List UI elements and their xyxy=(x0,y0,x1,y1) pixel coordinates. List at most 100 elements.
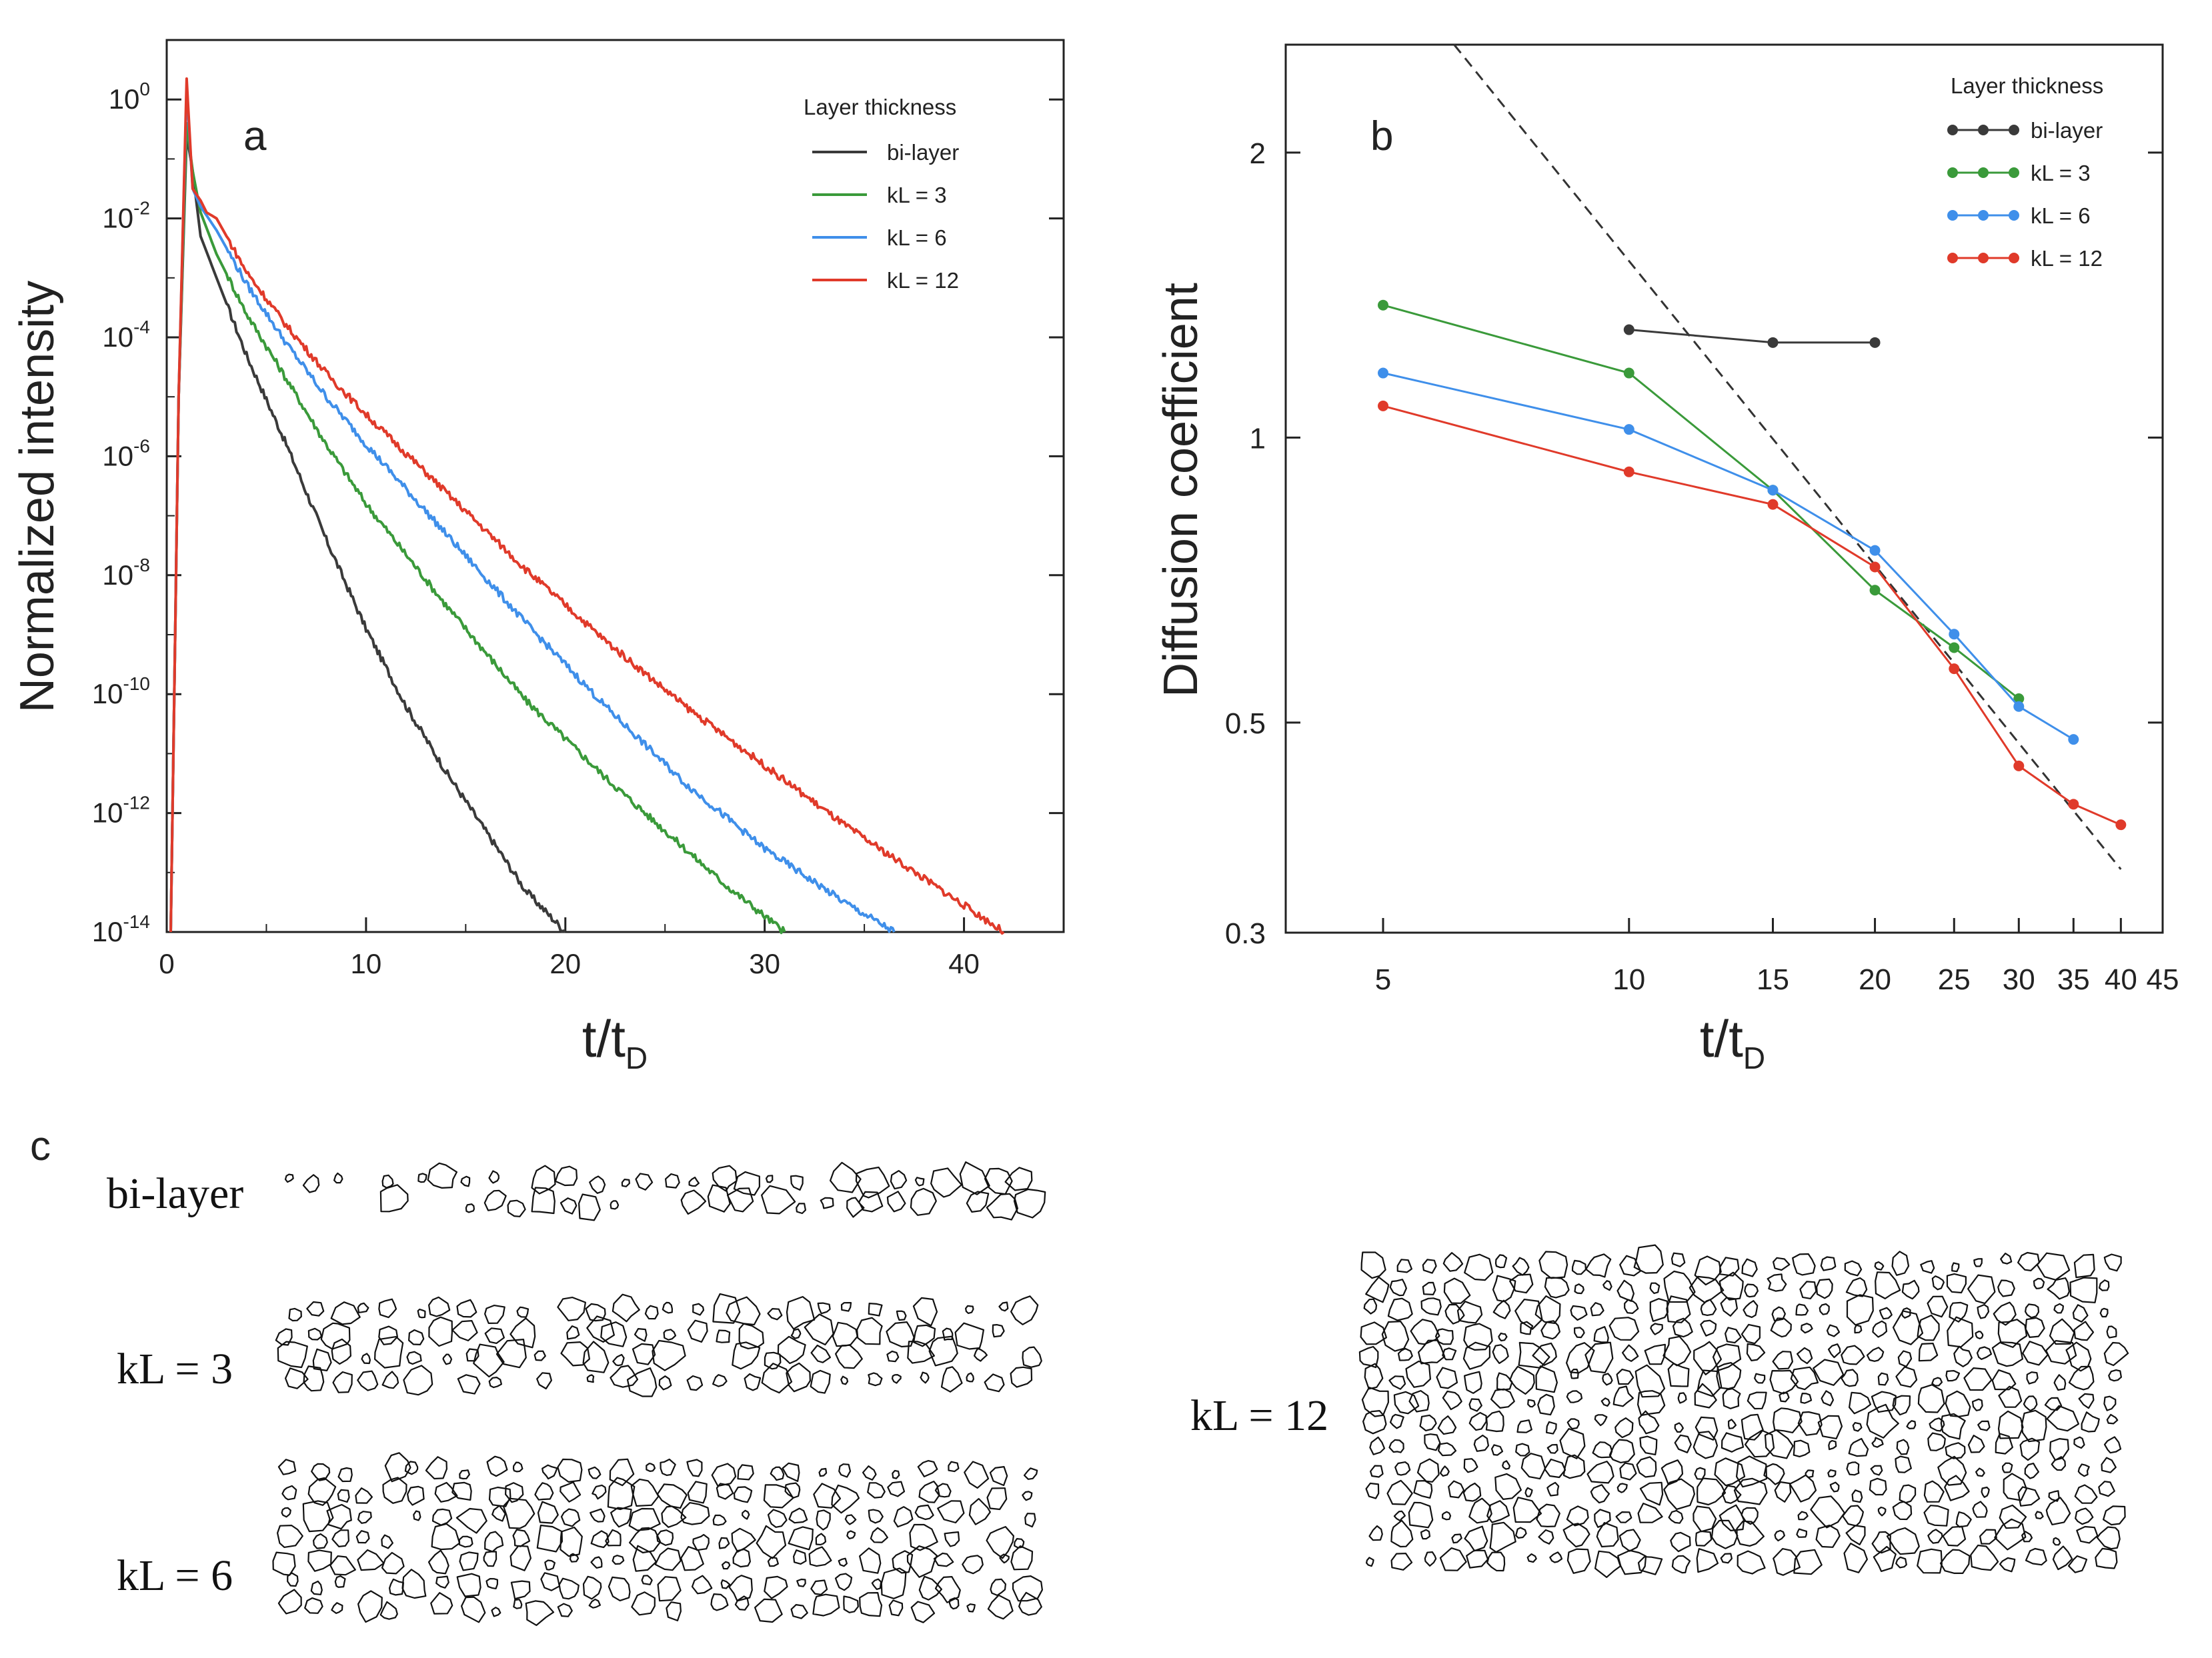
grain-shape xyxy=(1512,1497,1542,1523)
grain-shape xyxy=(1490,1388,1515,1409)
grain-shape xyxy=(1991,1341,2023,1367)
grain-shape xyxy=(1771,1306,1786,1322)
grain-shape xyxy=(786,1362,811,1393)
b-x-tick-label: 35 xyxy=(2057,963,2090,996)
grain-shape xyxy=(790,1604,808,1619)
grain-shape xyxy=(1773,1548,1801,1576)
grain-shape xyxy=(1666,1295,1691,1323)
grain-shape xyxy=(1593,1326,1609,1343)
grain-shape xyxy=(859,1547,882,1574)
grain-shape xyxy=(488,1377,502,1389)
grain-shape xyxy=(920,1371,930,1384)
grain-shape xyxy=(484,1327,505,1344)
grain-shape xyxy=(1975,1467,1985,1477)
grain-shape xyxy=(966,1372,974,1383)
grain-shape xyxy=(754,1598,783,1623)
grain-shape xyxy=(1744,1283,1759,1298)
grain-shape xyxy=(1879,1307,1893,1320)
grain-shape xyxy=(590,1508,606,1523)
grain-shape xyxy=(1436,1367,1458,1389)
grain-shape xyxy=(663,1329,677,1341)
grain-shape xyxy=(285,1367,309,1389)
grain-shape xyxy=(277,1341,308,1369)
grain-shape xyxy=(1381,1321,1410,1352)
grain-shape xyxy=(1892,1501,1913,1521)
grain-shape xyxy=(1942,1525,1967,1547)
grain-shape xyxy=(1644,1343,1666,1365)
grain-shape xyxy=(1387,1297,1413,1321)
b-point-kL12 xyxy=(2013,760,2025,771)
grain-shape xyxy=(1693,1431,1719,1459)
grain-shape xyxy=(1927,1295,1949,1318)
grain-shape xyxy=(934,1483,952,1498)
grain-shape xyxy=(1670,1531,1691,1553)
grain-shape xyxy=(1650,1323,1663,1335)
grain-shape xyxy=(808,1546,832,1567)
grain-shape xyxy=(1596,1522,1619,1548)
grain-shape xyxy=(767,1509,788,1528)
grain-shape xyxy=(431,1523,461,1551)
b-legend-label-kL6: kL = 6 xyxy=(2031,203,2091,228)
grain-shape xyxy=(461,1596,486,1623)
grain-shape xyxy=(588,1598,601,1609)
grain-shape xyxy=(1886,1527,1920,1555)
grain-shape xyxy=(2075,1507,2094,1525)
a-y-tick-base: 10 xyxy=(102,203,133,234)
a-y-tick-exp: -12 xyxy=(123,793,150,813)
grain-shape xyxy=(990,1578,1006,1597)
grain-shape xyxy=(607,1477,636,1511)
grain-shape xyxy=(1663,1270,1696,1303)
grain-shape xyxy=(948,1597,960,1610)
grain-shape xyxy=(1693,1341,1722,1375)
grain-shape xyxy=(1774,1481,1792,1503)
grain-shape xyxy=(1439,1465,1450,1477)
b-legend-dot-bilayer xyxy=(2009,125,2019,135)
grain-shape xyxy=(859,1592,883,1617)
grain-shape xyxy=(2099,1307,2109,1318)
grain-shape xyxy=(1639,1481,1664,1506)
grain-shape xyxy=(1442,1347,1457,1361)
grain-shape xyxy=(765,1175,774,1183)
grain-shape xyxy=(726,1187,754,1213)
grain-shape xyxy=(761,1185,796,1215)
grain-shape xyxy=(1496,1372,1513,1391)
grain-shape xyxy=(382,1477,407,1504)
grain-shape xyxy=(1663,1335,1692,1367)
b-legend-dot-kL3 xyxy=(1947,167,1958,178)
grain-shape xyxy=(886,1321,915,1348)
grain-shape xyxy=(2017,1251,2040,1271)
grain-shape xyxy=(1793,1549,1823,1575)
grain-shape xyxy=(333,1172,343,1184)
grain-shape xyxy=(1639,1435,1658,1455)
grain-shape xyxy=(986,1487,1008,1511)
a-series-line-kL3 xyxy=(169,121,786,935)
grain-shape xyxy=(1875,1271,1901,1299)
grain-shape xyxy=(964,1461,990,1489)
grain-shape xyxy=(838,1463,852,1478)
grain-shape xyxy=(1571,1259,1586,1275)
grain-shape xyxy=(767,1308,783,1321)
grain-shape xyxy=(1820,1256,1837,1271)
grain-shape xyxy=(2023,1395,2038,1412)
grain-shape xyxy=(2101,1457,2117,1473)
grain-shape xyxy=(430,1592,453,1615)
grain-shape xyxy=(731,1527,756,1553)
grain-shape xyxy=(1014,1538,1025,1549)
grain-shape xyxy=(1667,1363,1690,1387)
grain-shape xyxy=(357,1590,383,1623)
grain-shape xyxy=(680,1189,707,1215)
grain-shape xyxy=(1895,1366,1918,1388)
grain-shape xyxy=(1365,1276,1390,1303)
grain-shape xyxy=(1826,1324,1841,1337)
grain-shape xyxy=(634,1328,648,1342)
grain-shape xyxy=(590,1556,603,1569)
b-legend-dot-kL12 xyxy=(2009,253,2019,263)
grain-shape xyxy=(1895,1556,1907,1569)
grain-shape xyxy=(281,1507,291,1518)
grain-shape xyxy=(1390,1519,1414,1548)
grain-shape xyxy=(1540,1320,1560,1340)
grain-shape xyxy=(777,1335,806,1365)
grain-shape xyxy=(1451,1533,1462,1544)
b-x-tick-label: 40 xyxy=(2105,963,2137,996)
grain-shape xyxy=(984,1373,1005,1393)
